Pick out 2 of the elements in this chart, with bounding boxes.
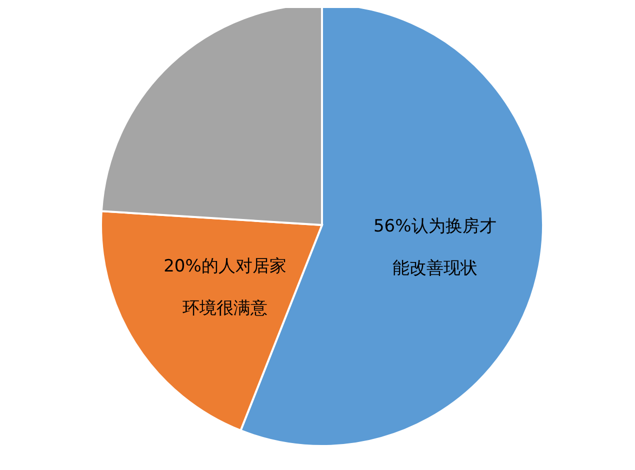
text: 56%认为换房才能改善现状: [373, 216, 496, 279]
text: 20%的人对居家环境很满意: [164, 256, 286, 319]
